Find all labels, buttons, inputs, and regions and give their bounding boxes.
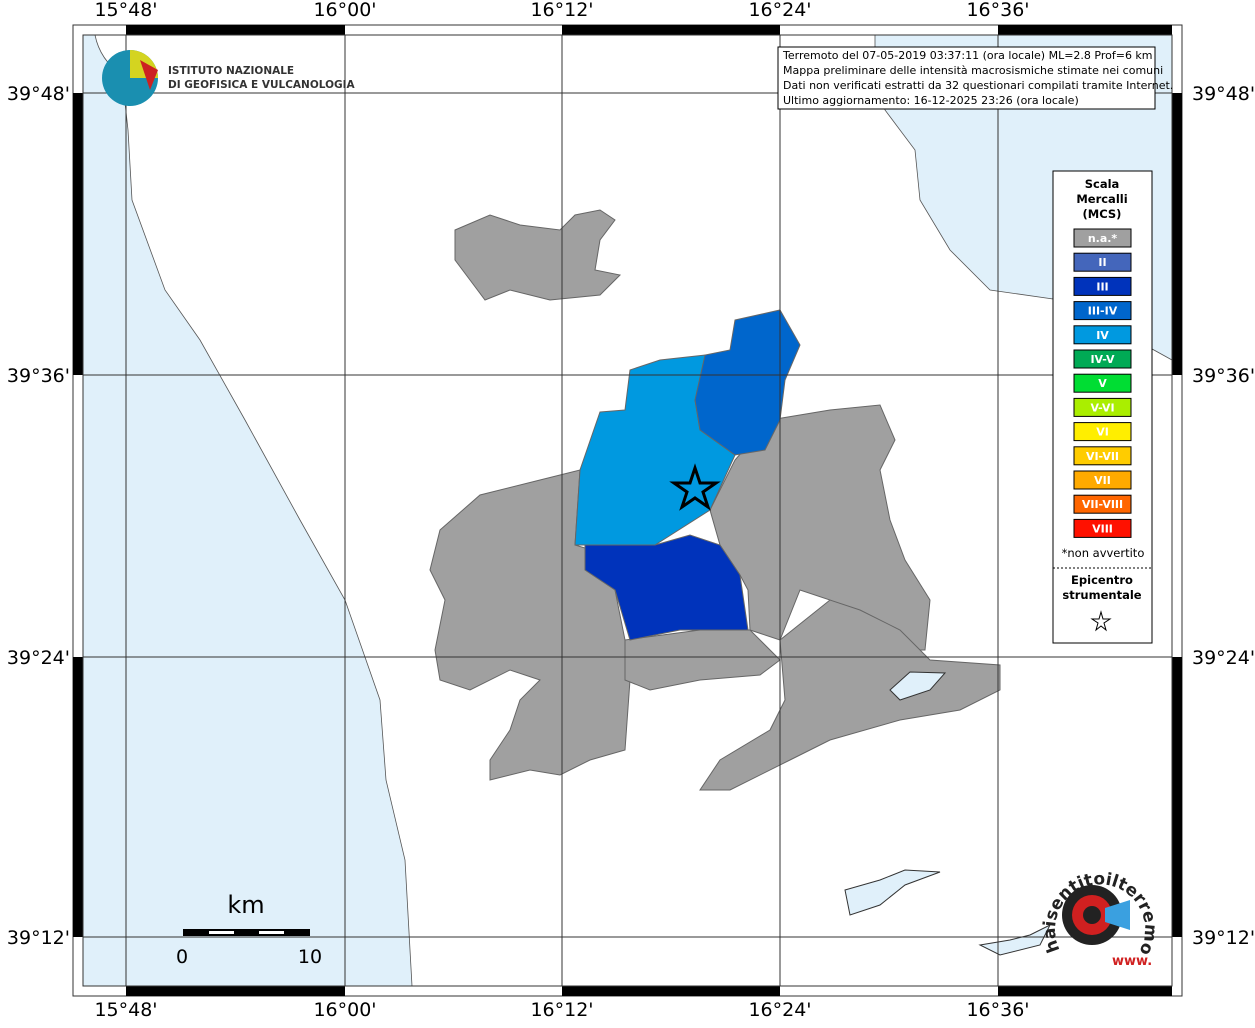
scale-unit: km <box>227 891 264 919</box>
frame-bar <box>562 25 780 35</box>
info-frame <box>777 46 1156 110</box>
longitude-label: 16°36' <box>966 0 1029 21</box>
lake <box>889 671 947 701</box>
latitude-label: 39°48' <box>7 83 70 105</box>
logo-prefix: www. <box>1112 954 1152 969</box>
logo-speaker <box>1105 900 1130 930</box>
legend-swatch <box>1073 397 1132 417</box>
legend-title: Mercalli <box>1076 192 1127 206</box>
legend-label: n.a.* <box>1088 232 1118 245</box>
scale-label: 0 <box>176 946 188 968</box>
legend-swatch <box>1073 276 1132 296</box>
legend-swatch <box>1073 494 1132 514</box>
map-border <box>82 34 1173 987</box>
longitude-label: 16°12' <box>530 999 593 1021</box>
legend-label: II <box>1098 256 1106 269</box>
regions <box>429 209 1001 791</box>
frame-bar <box>1172 657 1182 937</box>
legend-label: V <box>1098 377 1107 390</box>
frame-bar <box>126 25 345 35</box>
legend-title: (MCS) <box>1083 207 1122 221</box>
legend-title: Scala <box>1085 177 1120 191</box>
longitude-label: 15°48' <box>94 0 157 21</box>
frame-bar <box>73 93 83 375</box>
info-line: Terremoto del 07-05-2019 03:37:11 (ora l… <box>782 49 1153 62</box>
frame-bar <box>126 986 345 996</box>
longitude-label: 16°24' <box>748 0 811 21</box>
legend-label: VI <box>1096 426 1109 439</box>
info-line: Dati non verificati estratti da 32 quest… <box>783 79 1173 92</box>
frame-bar <box>1172 93 1182 375</box>
legend-label: VII-VIII <box>1082 498 1123 511</box>
legend: Scala Mercalli (MCS) *non avvertito Epic… <box>1052 170 1153 644</box>
legend-label: IV <box>1096 329 1109 342</box>
legend-swatch <box>1073 325 1132 345</box>
legend-star <box>1090 610 1112 632</box>
epicenter-star <box>669 463 721 511</box>
latitude-label: 39°48' <box>1192 83 1255 105</box>
legend-label: III-IV <box>1088 305 1118 318</box>
longitude-label: 16°36' <box>966 999 1029 1021</box>
legend-note: *non avvertito <box>1062 546 1145 560</box>
longitude-label: 16°00' <box>313 0 376 21</box>
logo-circle <box>1083 906 1101 924</box>
region <box>454 209 622 301</box>
legend-swatch <box>1073 518 1132 538</box>
frame-bar <box>998 25 1172 35</box>
info-line: Ultimo aggiornamento: 16-12-2025 23:26 (… <box>783 94 1079 107</box>
longitude-label: 16°00' <box>313 999 376 1021</box>
sea-west <box>82 34 413 987</box>
legend-epicenter: Epicentro <box>1071 573 1133 587</box>
ingv-logo: ISTITUTO NAZIONALE DI GEOFISICA E VULCAN… <box>102 50 356 106</box>
logo-part <box>140 60 158 90</box>
legend-label: IV-V <box>1090 353 1115 366</box>
latitude-label: 39°12' <box>7 927 70 949</box>
scale-segment <box>259 931 284 934</box>
region <box>694 309 801 456</box>
frame-bar <box>562 986 780 996</box>
latitude-label: 39°36' <box>1192 365 1255 387</box>
region <box>584 534 749 641</box>
legend-label: V-VI <box>1090 401 1114 414</box>
latitude-label: 39°12' <box>1192 927 1255 949</box>
region <box>699 599 1001 791</box>
lake <box>844 869 941 916</box>
frame-bar <box>998 986 1172 996</box>
region <box>709 404 931 651</box>
legend-label: VI-VII <box>1086 450 1119 463</box>
legend-swatch <box>1073 252 1132 272</box>
legend-swatch <box>1073 349 1132 369</box>
latitude-label: 39°24' <box>1192 647 1255 669</box>
scale-segment <box>183 929 310 936</box>
latitude-label: 39°36' <box>7 365 70 387</box>
legend-label: VII <box>1094 474 1111 487</box>
longitude-label: 16°12' <box>530 0 593 21</box>
legend-epicenter: strumentale <box>1062 588 1141 602</box>
scale-segment <box>209 931 234 934</box>
institute-name: ISTITUTO NAZIONALE <box>168 65 294 77</box>
institute-name: DI GEOFISICA E VULCANOLOGIA <box>168 79 356 91</box>
legend-label: VIII <box>1092 522 1113 535</box>
latitude-label: 39°24' <box>7 647 70 669</box>
info-line: Mappa preliminare delle intensità macros… <box>783 64 1163 77</box>
legend-swatch <box>1073 301 1132 321</box>
legend-swatch <box>1073 470 1132 490</box>
longitude-label: 15°48' <box>94 999 157 1021</box>
legend-label: III <box>1096 280 1108 293</box>
legend-swatch <box>1073 228 1132 248</box>
scale-bar: km 0 10 <box>176 891 322 968</box>
legend-swatch <box>1073 446 1132 466</box>
graticule: 15°48' 15°48' 16°00' 16°00' 16°12' 16°12' 16°2… <box>7 0 1255 1021</box>
frame-bar <box>73 657 83 937</box>
legend-swatch <box>1073 422 1132 442</box>
info-box: Terremoto del 07-05-2019 03:37:11 (ora l… <box>777 46 1173 110</box>
scale-label: 10 <box>298 946 322 968</box>
legend-swatch <box>1073 373 1132 393</box>
longitude-label: 16°24' <box>748 999 811 1021</box>
